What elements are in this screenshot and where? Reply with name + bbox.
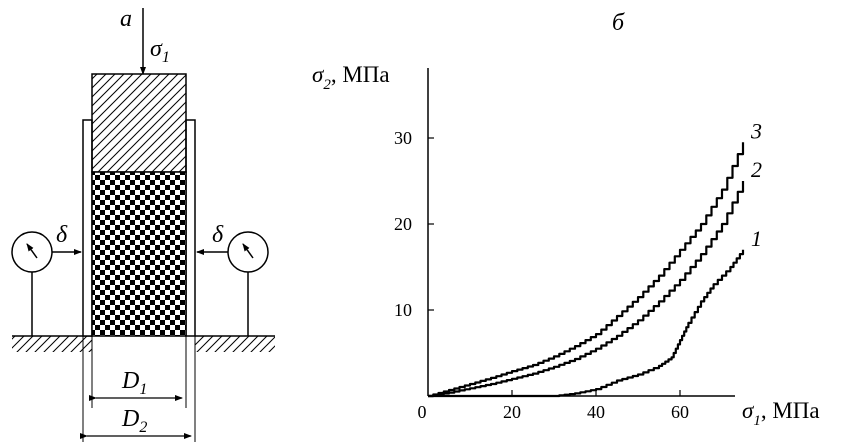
x-axis-unit: , МПа (761, 398, 820, 423)
series-line-1 (428, 249, 745, 398)
left-gauge-label: δ (56, 222, 68, 248)
series-label-1: 1 (751, 226, 762, 251)
panel-a-label: а (120, 6, 132, 32)
series-label-3: 3 (750, 118, 762, 143)
ground-hatch-left (12, 336, 92, 352)
left-gauge: δ (11, 222, 82, 336)
y-ticks: 10 20 30 (394, 128, 434, 320)
y-axis-unit: , МПа (331, 62, 390, 87)
container-wall-right (185, 119, 196, 337)
dim-d1-symbol: D (121, 368, 139, 394)
ground-hatch-right (195, 336, 275, 352)
y-tick-label: 10 (394, 300, 412, 320)
load-symbol: σ (150, 36, 163, 62)
right-gauge-label: δ (212, 222, 224, 248)
y-tick-label: 30 (394, 128, 412, 148)
x-tick-label: 0 (418, 402, 427, 422)
series-line-3 (428, 142, 745, 398)
container-wall-left (82, 119, 93, 337)
panel-a-schematic: а σ1 δ δ (11, 6, 275, 442)
series-line-2 (428, 181, 745, 398)
left-gauge-needle (26, 243, 38, 259)
y-axis-symbol: σ (312, 62, 325, 87)
panel-b-label: б (612, 10, 625, 36)
x-axis-symbol: σ (742, 398, 755, 423)
dim-d1-subscript: 1 (139, 381, 147, 398)
right-gauge-needle (242, 243, 254, 259)
x-axis-label: σ1, МПа (742, 398, 820, 429)
series-lines (428, 142, 745, 398)
x-tick-label: 40 (587, 402, 605, 422)
dim-d1-label: D1 (121, 368, 147, 398)
x-tick-label: 60 (671, 402, 689, 422)
load-label: σ1 (150, 36, 170, 66)
load-subscript: 1 (162, 49, 170, 66)
dim-d2-symbol: D (121, 406, 139, 432)
x-ticks: 0 20 40 60 (418, 390, 689, 422)
x-tick-label: 20 (503, 402, 521, 422)
dim-d2-label: D2 (121, 406, 147, 436)
x-axis-subscript: 1 (753, 413, 761, 429)
series-label-2: 2 (751, 157, 762, 182)
series-labels: 1 2 3 (750, 118, 762, 251)
y-axis-label: σ2, МПа (312, 62, 390, 93)
y-axis-subscript: 2 (323, 77, 331, 93)
piston (91, 73, 187, 173)
dim-d2-subscript: 2 (139, 419, 147, 436)
y-tick-label: 20 (394, 214, 412, 234)
right-gauge: δ (196, 222, 269, 336)
sample (91, 171, 187, 337)
